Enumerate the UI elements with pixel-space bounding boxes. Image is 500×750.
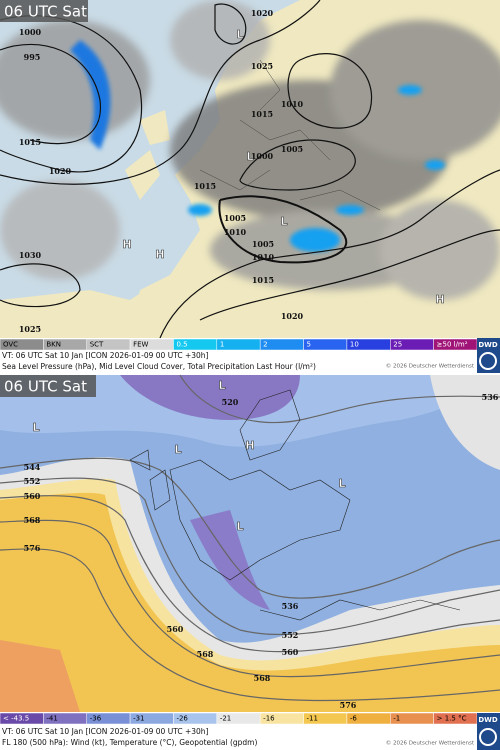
legend-label: SCT bbox=[90, 341, 104, 349]
contour-label: 536 bbox=[482, 392, 499, 402]
pressure-center: H bbox=[155, 248, 164, 261]
pressure-center: L bbox=[280, 215, 287, 228]
contour-label: 552 bbox=[24, 476, 41, 486]
logo: DWD bbox=[478, 341, 498, 349]
legend-label: -1 bbox=[393, 715, 400, 723]
logo-icon bbox=[479, 352, 497, 370]
pressure-labels: 1000 995 1020 1025 1010 1015 1005 1000 1015 1020 1… bbox=[19, 8, 445, 334]
copyright: © 2026 Deutscher Wetterdienst bbox=[386, 363, 475, 370]
contour-label: 568 bbox=[197, 649, 214, 659]
legend-label: > 1.5 °C bbox=[437, 715, 467, 723]
contour-label: 1020 bbox=[49, 166, 72, 176]
legend-label: 25 bbox=[393, 341, 402, 349]
contour-label: 1000 bbox=[19, 27, 42, 37]
contour-label: 568 bbox=[254, 673, 271, 683]
contour-label: 1005 bbox=[281, 144, 303, 154]
time-box bbox=[0, 0, 88, 22]
contour-label: 544 bbox=[24, 462, 41, 472]
caption-valid: VT: 06 UTC Sat 10 Jan [ICON 2026-01-09 0… bbox=[2, 727, 209, 736]
legend-label: -36 bbox=[90, 715, 102, 723]
contour-label: 536 bbox=[282, 601, 299, 611]
contour-label: 1030 bbox=[19, 250, 42, 260]
contour-label: 576 bbox=[340, 700, 357, 710]
logo: DWD bbox=[478, 716, 498, 724]
pressure-map bbox=[0, 0, 500, 339]
legend-label: ≥50 l/m² bbox=[437, 341, 468, 349]
legend-label: -21 bbox=[220, 715, 231, 723]
legend-label: -26 bbox=[176, 715, 188, 723]
contour-label: 1005 bbox=[224, 213, 246, 223]
legend-label: 0.5 bbox=[176, 341, 187, 349]
caption-description: FL 180 (500 hPa): Wind (kt), Temperature… bbox=[2, 738, 257, 747]
pressure-center: L bbox=[32, 421, 39, 434]
contour-label: 1020 bbox=[281, 311, 304, 321]
contour-label: 568 bbox=[24, 515, 41, 525]
contour-label: 1015 bbox=[19, 137, 41, 147]
legend-label: 5 bbox=[307, 341, 311, 349]
copyright: © 2026 Deutscher Wetterdienst bbox=[386, 740, 475, 747]
legend-label: -16 bbox=[263, 715, 275, 723]
contour-label: 552 bbox=[282, 630, 299, 640]
contour-label: 995 bbox=[24, 52, 41, 62]
contour-label: 1000 bbox=[251, 151, 274, 161]
pressure-center: H bbox=[435, 293, 444, 306]
time-label: 06 UTC Sat bbox=[4, 378, 87, 396]
pressure-center: L bbox=[246, 150, 253, 163]
legend-label: 10 bbox=[350, 341, 359, 349]
time-box bbox=[0, 375, 96, 397]
pressure-center: L bbox=[218, 379, 225, 392]
contour-label: 560 bbox=[24, 491, 41, 501]
legend-label: -11 bbox=[307, 715, 318, 723]
legend-label: FEW bbox=[133, 341, 148, 349]
contour-label: 560 bbox=[167, 624, 184, 634]
pressure-center: L bbox=[338, 477, 345, 490]
time-label: 06 UTC Sat bbox=[4, 3, 87, 21]
pressure-center: H bbox=[122, 238, 131, 251]
contour-label: 1005 bbox=[252, 239, 274, 249]
contour-label: 1010 bbox=[252, 252, 275, 262]
legend-label: OVC bbox=[3, 341, 18, 349]
upper-air-map bbox=[0, 374, 500, 712]
contour-label: 1010 bbox=[281, 99, 304, 109]
legend-label: -41 bbox=[46, 715, 57, 723]
contour-label: 520 bbox=[222, 397, 239, 407]
contour-label: 576 bbox=[24, 543, 41, 553]
caption-valid: VT: 06 UTC Sat 10 Jan [ICON 2026-01-09 0… bbox=[2, 351, 209, 360]
contour-label: 1010 bbox=[224, 227, 247, 237]
legend: OVC BKN SCT FEW 0.5 1 2 5 10 25 ≥50 l/m² bbox=[0, 338, 478, 351]
contour-label: 1025 bbox=[251, 61, 273, 71]
contour-label: 1015 bbox=[251, 109, 273, 119]
pressure-center: H bbox=[245, 439, 254, 452]
contour-label: 1020 bbox=[251, 8, 274, 18]
legend-label: < -43.5 bbox=[3, 715, 29, 723]
pressure-center: L bbox=[236, 520, 243, 533]
pressure-center: L bbox=[236, 28, 243, 41]
pressure-center: L bbox=[174, 443, 181, 456]
contour-label: 1015 bbox=[194, 181, 216, 191]
legend-label: -6 bbox=[350, 715, 358, 723]
legend-label: 2 bbox=[263, 341, 267, 349]
caption-description: Sea Level Pressure (hPa), Mid Level Clou… bbox=[2, 362, 316, 371]
geopotential-labels: 544 552 560 568 576 536 520 L L L H L L 560 552 560 568 5… bbox=[24, 379, 499, 710]
contour-label: 1015 bbox=[252, 275, 274, 285]
contour-label: 1025 bbox=[19, 324, 41, 334]
contour-label: 560 bbox=[282, 647, 299, 657]
legend: < -43.5 -41 -36 -31 -26 -21 -16 -11 -6 -1 > 1.5 °C bbox=[0, 712, 478, 725]
legend-label: 1 bbox=[220, 341, 224, 349]
logo-icon bbox=[479, 728, 497, 746]
legend-label: -31 bbox=[133, 715, 144, 723]
legend-label: BKN bbox=[46, 341, 61, 349]
